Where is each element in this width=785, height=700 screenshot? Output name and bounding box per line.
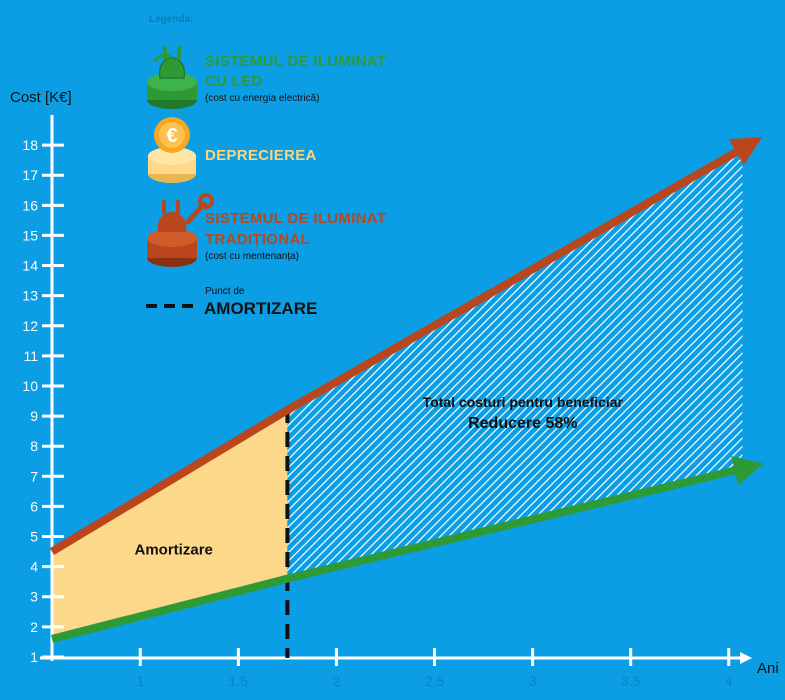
amortization-area <box>52 410 288 639</box>
total-costs-label: Total costuri pentru beneficiar <box>423 394 624 410</box>
traditional-line-arrowhead <box>728 137 763 166</box>
legend-depreciation: DEPRECIEREA <box>205 147 317 164</box>
amortization-label: Amortizare <box>135 542 213 559</box>
legend: Legenda: SISTEMUL DE ILUMINAT CU LED (co… <box>146 14 386 318</box>
y-tick-label: 7 <box>30 468 38 484</box>
legend-led-line1: SISTEMUL DE ILUMINAT <box>205 53 386 70</box>
y-tick-label: 11 <box>23 348 38 364</box>
led-cost-line <box>51 463 750 643</box>
legend-led-line2: CU LED <box>205 73 263 90</box>
y-tick-label: 10 <box>22 378 38 394</box>
y-tick-label: 18 <box>22 137 38 153</box>
wrench-plug-icon <box>147 193 214 267</box>
led-line-arrowhead <box>731 455 764 486</box>
legend-traditional-note: (cost cu mentenanța) <box>205 251 299 262</box>
savings-hatched-area <box>287 148 743 579</box>
y-tick-label: 4 <box>30 559 38 575</box>
y-tick-label: 15 <box>22 227 38 243</box>
y-axis-title: Cost [K€] <box>10 89 72 106</box>
x-tick-label: 2 <box>333 673 341 689</box>
y-tick-label: 1 <box>30 649 38 665</box>
x-tick-label: 1.5 <box>229 673 249 689</box>
y-tick-label: 6 <box>30 498 38 514</box>
x-tick-label: 3.5 <box>621 673 641 689</box>
reduction-label: Reducere 58% <box>468 415 577 432</box>
x-tick-label: 2.5 <box>425 673 445 689</box>
y-tick-label: 13 <box>22 288 38 304</box>
legend-breakeven-big: AMORTIZARE <box>204 299 317 318</box>
y-tick-label: 14 <box>22 258 38 274</box>
y-tick-label: 5 <box>30 529 38 545</box>
x-axis-arrow <box>740 652 752 664</box>
plug-icon <box>147 46 197 109</box>
y-tick-label: 12 <box>22 318 38 334</box>
y-tick-label: 16 <box>22 197 38 213</box>
x-tick-label: 3 <box>529 673 537 689</box>
traditional-cost-line <box>49 141 751 555</box>
x-tick-label: 1 <box>136 673 144 689</box>
legend-breakeven-small: Punct de <box>205 286 245 297</box>
y-tick-label: 9 <box>30 408 38 424</box>
y-tick-label: 8 <box>30 438 38 454</box>
legend-traditional-line1: SISTEMUL DE ILUMINAT <box>205 210 386 227</box>
y-tick-label: 17 <box>22 167 38 183</box>
legend-title: Legenda: <box>149 14 193 25</box>
svg-text:€: € <box>166 125 177 147</box>
x-tick-label: 4 <box>725 673 733 689</box>
euro-coin-icon: € <box>148 117 196 183</box>
y-tick-label: 2 <box>30 619 38 635</box>
x-axis-title: Ani <box>757 660 779 677</box>
legend-traditional-line2: TRADIȚIONAL <box>205 231 310 248</box>
legend-led-note: (cost cu energia electrică) <box>205 93 320 104</box>
y-tick-label: 3 <box>30 589 38 605</box>
